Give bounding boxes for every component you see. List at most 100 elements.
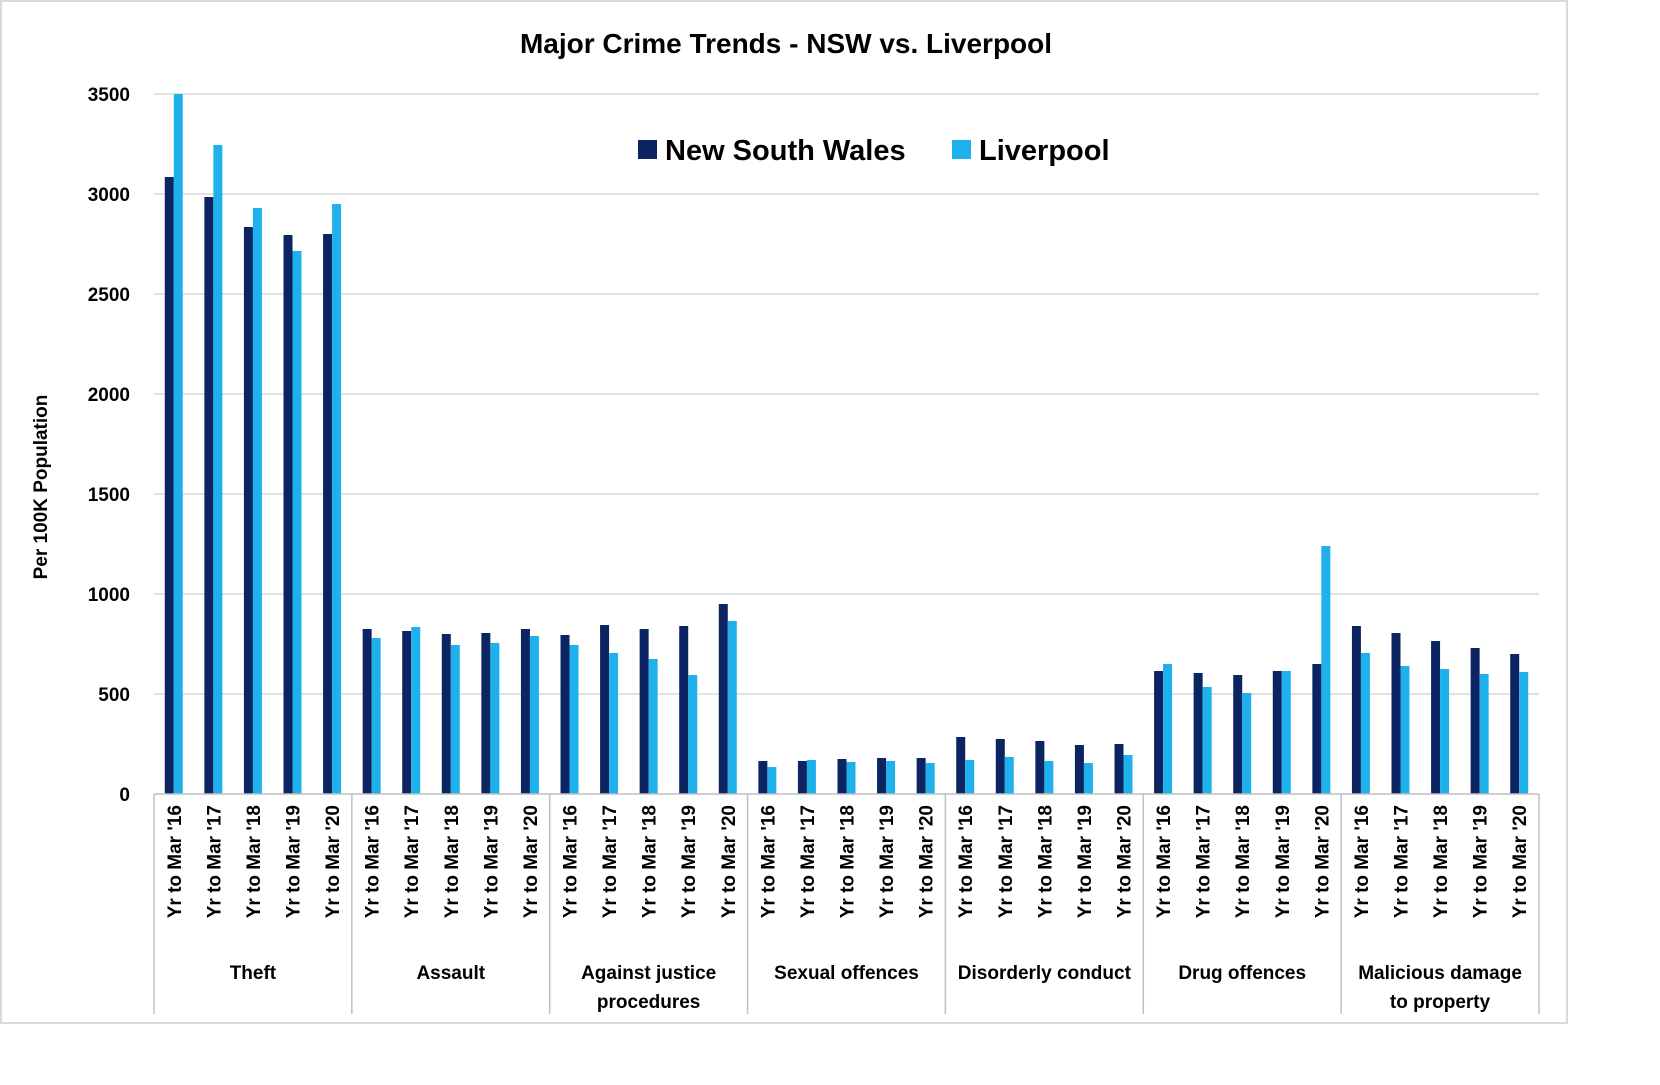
bar-liverpool — [450, 645, 460, 794]
bar-nsw — [1035, 741, 1045, 794]
x-tick-label: Yr to Mar '20 — [1115, 805, 1136, 918]
bar-nsw — [639, 629, 649, 794]
x-tick-label: Yr to Mar '19 — [1075, 805, 1096, 918]
bar-liverpool — [846, 762, 856, 794]
chart-frame: 0 500 1000 1500 2000 2500 3000 3500 Yr to Mar '… — [0, 0, 1568, 1024]
bar-nsw — [1074, 745, 1084, 794]
bar-liverpool — [1004, 757, 1014, 794]
bar-liverpool — [569, 645, 579, 794]
bar-nsw — [481, 633, 491, 794]
bar-liverpool — [292, 251, 302, 794]
bar-liverpool — [767, 767, 777, 794]
bar-liverpool — [1400, 666, 1410, 794]
x-tick-label: Yr to Mar '16 — [956, 805, 977, 918]
bar-liverpool — [252, 208, 262, 794]
x-tick-label: Yr to Mar '16 — [758, 805, 779, 918]
bar-nsw — [323, 234, 333, 794]
y-tick-label: 1500 — [88, 485, 130, 506]
y-tick-label: 500 — [98, 685, 130, 706]
bar-nsw — [916, 758, 926, 794]
y-tick-label: 1000 — [88, 585, 130, 606]
bar-nsw — [758, 761, 768, 794]
x-tick-label: Yr to Mar '18 — [838, 805, 859, 918]
chart: 0 500 1000 1500 2000 2500 3000 3500 Yr to Mar '… — [31, 28, 1540, 1014]
y-tick-label: 0 — [119, 785, 130, 806]
bar-liverpool — [332, 204, 342, 794]
bar-liverpool — [806, 760, 816, 794]
bar-liverpool — [688, 675, 698, 794]
legend-label-liverpool: Liverpool — [979, 135, 1110, 167]
bar-liverpool — [1360, 653, 1370, 794]
category-label: to property — [1390, 992, 1491, 1013]
x-tick-label: Yr to Mar '19 — [1471, 805, 1492, 918]
bar-liverpool — [609, 653, 619, 794]
bar-nsw — [877, 758, 887, 794]
x-tick-label: Yr to Mar '17 — [996, 805, 1017, 918]
bar-liverpool — [1479, 674, 1489, 794]
x-tick-label: Yr to Mar '16 — [363, 805, 384, 918]
x-tick-label: Yr to Mar '18 — [1233, 805, 1254, 918]
bar-liverpool — [1163, 664, 1173, 794]
bar-nsw — [995, 739, 1005, 794]
x-tick-label: Yr to Mar '19 — [481, 805, 502, 918]
bar-nsw — [1351, 626, 1361, 794]
legend: New South Wales Liverpool — [638, 135, 1110, 167]
x-tick-label: Yr to Mar '18 — [1431, 805, 1452, 918]
bar-liverpool — [648, 659, 658, 794]
x-tick-label: Yr to Mar '17 — [1392, 805, 1413, 918]
axes — [153, 793, 1540, 1014]
bar-nsw — [718, 604, 728, 794]
bar-liverpool — [173, 94, 183, 794]
y-tick-label: 3500 — [88, 85, 130, 106]
bar-nsw — [797, 761, 807, 794]
x-tick-label: Yr to Mar '16 — [165, 805, 186, 918]
x-tick-label: Yr to Mar '19 — [679, 805, 700, 918]
y-tick-label: 2000 — [88, 385, 130, 406]
bar-nsw — [600, 625, 610, 794]
bar-liverpool — [1083, 763, 1093, 794]
bar-liverpool — [1044, 761, 1054, 794]
category-label: Theft — [230, 963, 277, 984]
bar-nsw — [402, 631, 412, 794]
x-tick-label: Yr to Mar '19 — [877, 805, 898, 918]
bar-liverpool — [213, 145, 223, 794]
bar-nsw — [1510, 654, 1520, 794]
x-tick-label: Yr to Mar '19 — [284, 805, 305, 918]
bar-nsw — [441, 634, 451, 794]
bar-nsw — [560, 635, 570, 794]
x-tick-label: Yr to Mar '16 — [1352, 805, 1373, 918]
category-label: Drug offences — [1178, 963, 1306, 984]
x-tick-label: Yr to Mar '17 — [402, 805, 423, 918]
category-label: procedures — [597, 992, 700, 1013]
x-tick-label: Yr to Mar '18 — [1035, 805, 1056, 918]
bar-liverpool — [727, 621, 737, 794]
bar-liverpool — [1440, 669, 1450, 794]
bar-nsw — [283, 235, 293, 794]
bar-liverpool — [1321, 546, 1331, 794]
bar-nsw — [1272, 671, 1282, 794]
category-label: Against justice — [581, 963, 716, 984]
bar-nsw — [1233, 675, 1243, 794]
bar-nsw — [1391, 633, 1401, 794]
bar-liverpool — [965, 760, 975, 794]
x-tick-label: Yr to Mar '20 — [1510, 805, 1531, 918]
bar-nsw — [164, 177, 174, 794]
chart-title: Major Crime Trends - NSW vs. Liverpool — [520, 28, 1052, 59]
bar-liverpool — [411, 627, 421, 794]
x-tick-label: Yr to Mar '20 — [521, 805, 542, 918]
x-tick-label: Yr to Mar '17 — [600, 805, 621, 918]
bar-nsw — [204, 197, 214, 794]
x-tick-label: Yr to Mar '18 — [442, 805, 463, 918]
bar-nsw — [1114, 744, 1124, 794]
y-tick-label: 3000 — [88, 185, 130, 206]
x-tick-label: Yr to Mar '16 — [561, 805, 582, 918]
x-tick-label: Yr to Mar '17 — [798, 805, 819, 918]
category-label: Sexual offences — [774, 963, 919, 984]
x-tick-label: Yr to Mar '20 — [719, 805, 740, 918]
bar-nsw — [243, 227, 253, 794]
x-category-labels: Theft Assault Against justice procedures Sex… — [230, 963, 1522, 1013]
x-tick-label: Yr to Mar '20 — [1312, 805, 1333, 918]
x-tick-label: Yr to Mar '17 — [204, 805, 225, 918]
legend-label-new-south-wales: New South Wales — [665, 135, 906, 167]
legend-swatch-liverpool — [952, 140, 971, 159]
